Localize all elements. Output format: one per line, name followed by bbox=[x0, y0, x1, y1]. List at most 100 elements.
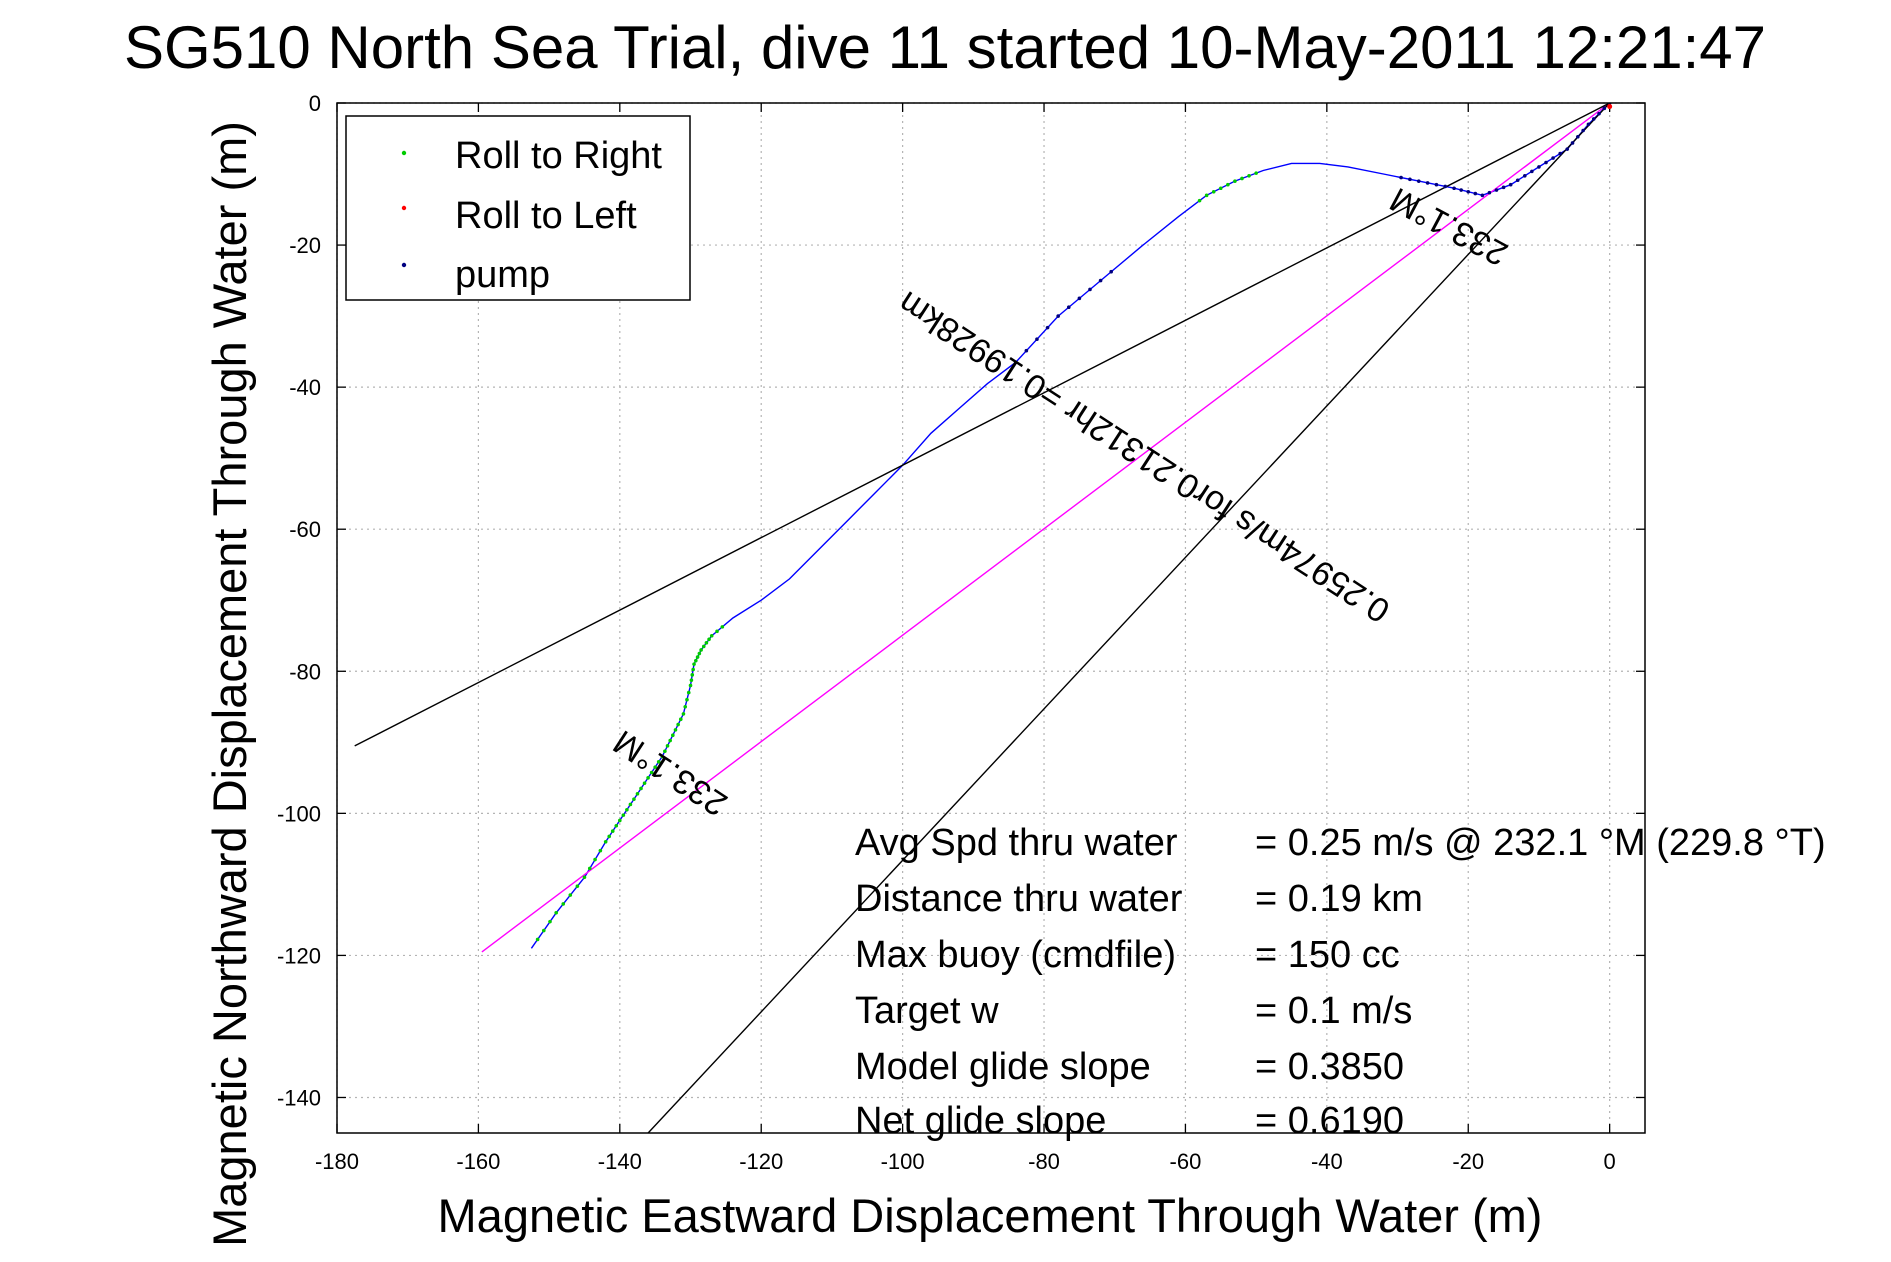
sample-marker bbox=[575, 884, 580, 888]
sample-marker bbox=[686, 690, 691, 695]
stat-label-net-glide: Net glide slope bbox=[855, 1100, 1106, 1142]
legend-entry-pump: pump bbox=[401, 254, 550, 296]
sample-marker bbox=[625, 807, 629, 812]
sample-marker bbox=[1247, 174, 1251, 178]
sample-marker bbox=[676, 722, 680, 727]
legend: Roll to Right Roll to Left pump bbox=[345, 115, 691, 301]
sample-marker bbox=[593, 857, 597, 862]
sample-marker bbox=[561, 902, 566, 906]
legend-label-pump: pump bbox=[455, 254, 550, 296]
dive-stats: Avg Spd thru water = 0.25 m/s @ 232.1 °M… bbox=[855, 822, 1826, 1142]
sample-marker bbox=[695, 655, 700, 659]
sample-marker bbox=[1602, 106, 1607, 111]
x-tick-label: -140 bbox=[598, 1149, 642, 1174]
chart-title: SG510 North Sea Trial, dive 11 started 1… bbox=[124, 14, 1766, 81]
sample-marker bbox=[1045, 325, 1050, 330]
sample-marker bbox=[1211, 189, 1216, 194]
x-tick-label: -120 bbox=[739, 1149, 783, 1174]
sample-marker bbox=[1197, 198, 1202, 203]
stat-value-avg-speed: = 0.25 m/s @ 232.1 °M (229.8 °T) bbox=[1255, 822, 1826, 864]
x-tick-label: 0 bbox=[1604, 1149, 1616, 1174]
x-tick-label: -160 bbox=[456, 1149, 500, 1174]
sample-marker bbox=[1597, 111, 1601, 116]
sample-marker bbox=[1581, 128, 1585, 133]
sample-marker bbox=[1466, 189, 1471, 194]
y-tick-label: -120 bbox=[277, 943, 321, 968]
sample-marker bbox=[1066, 305, 1071, 310]
sample-marker bbox=[1544, 160, 1548, 165]
sample-marker bbox=[681, 712, 686, 716]
y-tick-label: -140 bbox=[277, 1085, 321, 1110]
plot-frame bbox=[336, 102, 1646, 1134]
sample-marker bbox=[1233, 179, 1237, 183]
sample-marker bbox=[665, 744, 670, 748]
sample-marker-roll-left bbox=[1607, 104, 1613, 110]
sample-marker bbox=[628, 802, 633, 807]
x-tick-label: -60 bbox=[1170, 1149, 1202, 1174]
x-tick-label: -100 bbox=[881, 1149, 925, 1174]
x-tick-label: -40 bbox=[1311, 1149, 1343, 1174]
stat-label-distance: Distance thru water bbox=[855, 878, 1183, 920]
sample-marker bbox=[678, 717, 683, 722]
sample-marker bbox=[673, 728, 678, 732]
sample-marker bbox=[660, 754, 665, 759]
sample-marker bbox=[1565, 147, 1570, 151]
stat-label-target-w: Target w bbox=[855, 990, 999, 1032]
sample-marker bbox=[688, 683, 693, 688]
sample-marker bbox=[642, 781, 647, 785]
sample-marker bbox=[1537, 165, 1541, 169]
sample-marker bbox=[709, 633, 714, 638]
stat-value-model-glide: = 0.3850 bbox=[1255, 1046, 1404, 1088]
sample-marker bbox=[1452, 186, 1456, 191]
sample-marker bbox=[1408, 177, 1412, 182]
sample-marker bbox=[1013, 360, 1018, 365]
sample-marker bbox=[704, 641, 709, 645]
glider-track-line bbox=[530, 103, 1611, 949]
legend-entry-roll-right: Roll to Right bbox=[401, 135, 662, 177]
sample-marker bbox=[671, 733, 675, 738]
legend-marker-pump bbox=[401, 262, 407, 268]
sample-marker bbox=[707, 637, 711, 642]
sample-marker bbox=[653, 765, 657, 769]
sample-marker bbox=[1586, 122, 1591, 127]
x-tick-label: -80 bbox=[1028, 1149, 1060, 1174]
sample-marker bbox=[1218, 186, 1223, 191]
sample-marker bbox=[1487, 190, 1492, 195]
sample-marker bbox=[1416, 179, 1421, 183]
stat-value-distance: = 0.19 km bbox=[1255, 878, 1423, 920]
sample-marker bbox=[598, 848, 603, 853]
sample-marker bbox=[656, 760, 661, 764]
sample-marker bbox=[1570, 141, 1575, 145]
sample-marker bbox=[1226, 182, 1230, 187]
sample-marker bbox=[1558, 151, 1562, 156]
sample-marker bbox=[610, 829, 615, 833]
sample-marker bbox=[1077, 296, 1082, 301]
sample-marker bbox=[690, 673, 695, 677]
sample-marker bbox=[683, 704, 688, 709]
sample-marker bbox=[649, 770, 654, 775]
sample-marker bbox=[535, 937, 540, 942]
net-displacement-line bbox=[481, 103, 1611, 953]
series-lines bbox=[354, 103, 1613, 1133]
sample-marker bbox=[603, 839, 608, 844]
sample-marker bbox=[542, 928, 546, 933]
y-axis-ticks: 0 -20 -40 -60 -80 -100 -120 -140 bbox=[277, 91, 1645, 1110]
y-axis-label: Magnetic Northward Displacement Through … bbox=[203, 121, 256, 1247]
stat-label-max-buoy: Max buoy (cmdfile) bbox=[855, 934, 1176, 976]
sample-marker bbox=[646, 776, 650, 780]
sample-marker bbox=[621, 813, 626, 817]
sample-marker bbox=[694, 658, 698, 663]
stat-label-avg-speed: Avg Spd thru water bbox=[855, 822, 1178, 864]
sample-marker bbox=[1024, 348, 1029, 353]
legend-label-roll-right: Roll to Right bbox=[455, 135, 662, 177]
x-axis-ticks: -180 -160 -140 -120 -100 -80 -60 -40 -20 0 bbox=[315, 103, 1616, 1174]
sample-marker bbox=[1240, 176, 1244, 181]
sample-marker bbox=[1399, 175, 1403, 180]
sample-marker bbox=[663, 749, 667, 753]
sample-marker bbox=[1473, 191, 1478, 196]
x-tick-label: -180 bbox=[315, 1149, 359, 1174]
sample-marker bbox=[1591, 117, 1596, 121]
sample-marker bbox=[1425, 181, 1430, 185]
sample-marker bbox=[689, 678, 694, 682]
sample-marker bbox=[1530, 169, 1534, 174]
